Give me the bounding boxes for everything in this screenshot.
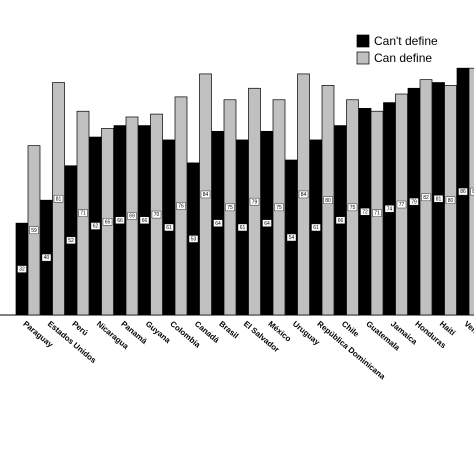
value-label-box <box>286 233 297 242</box>
value-label-box <box>66 236 76 245</box>
value-label-box <box>78 209 88 217</box>
value-label-box <box>311 223 321 232</box>
value-label-box <box>213 219 223 227</box>
value-label-box <box>115 216 125 224</box>
value-label: 40 <box>44 255 50 261</box>
value-label-box <box>470 187 474 196</box>
value-label: 64 <box>215 221 221 227</box>
value-label: 61 <box>313 225 319 231</box>
value-label: 86 <box>460 189 466 195</box>
value-label-box <box>225 203 235 212</box>
value-label: 66 <box>142 218 148 224</box>
value-label: 72 <box>362 209 368 215</box>
value-label-box <box>188 235 199 243</box>
value-label-box <box>458 187 468 196</box>
value-label-box <box>249 197 260 206</box>
x-tick-label: Chile <box>340 319 361 339</box>
value-label: 59 <box>31 228 37 234</box>
value-label-box <box>139 216 150 224</box>
value-label: 79 <box>252 199 258 205</box>
value-label: 79 <box>411 199 417 205</box>
value-label: 84 <box>301 192 307 198</box>
value-label: 75 <box>227 205 233 211</box>
value-label: 69 <box>129 214 135 220</box>
x-tick-label: Venezuela <box>462 319 474 351</box>
value-label: 77 <box>399 202 405 208</box>
legend-label: Can define <box>374 51 432 65</box>
value-label-box <box>127 212 137 220</box>
value-label: 81 <box>436 196 442 202</box>
value-label-box <box>360 207 370 216</box>
value-label-box <box>396 200 407 209</box>
value-label-box <box>237 223 248 232</box>
value-label: 80 <box>325 198 331 204</box>
value-label: 64 <box>264 221 270 227</box>
x-tick-label: Perú <box>70 319 89 337</box>
value-label-box <box>335 216 346 224</box>
value-label-box <box>384 205 395 213</box>
value-label: 75 <box>276 205 282 211</box>
value-label: 86 <box>472 189 474 195</box>
value-label-box <box>151 210 162 219</box>
value-label: 80 <box>448 198 454 204</box>
value-label-box <box>274 203 284 212</box>
value-label-box <box>53 195 64 203</box>
value-label: 66 <box>338 218 344 224</box>
value-label-box <box>323 196 333 204</box>
value-label: 62 <box>93 224 99 230</box>
value-label-box <box>176 202 186 210</box>
value-label: 71 <box>374 211 380 217</box>
value-label: 82 <box>423 195 429 201</box>
value-label-box <box>102 218 113 226</box>
x-tick-label: Guyana <box>144 319 173 345</box>
value-label-box <box>298 190 309 199</box>
value-label: 32 <box>19 267 25 273</box>
value-label: 61 <box>166 225 172 231</box>
value-label-box <box>262 219 272 227</box>
value-label: 65 <box>105 219 111 225</box>
value-label: 66 <box>117 218 123 224</box>
value-label-box <box>347 203 358 212</box>
value-label-box <box>29 226 39 235</box>
value-label: 81 <box>56 196 62 202</box>
value-label-box <box>372 209 382 217</box>
value-label-box <box>421 193 431 202</box>
value-label: 75 <box>350 205 356 211</box>
value-label-box <box>445 196 456 204</box>
x-tick-label: Haití <box>438 319 458 338</box>
value-label: 74 <box>387 206 393 212</box>
legend-label: Can't define <box>374 34 438 48</box>
value-label: 54 <box>289 235 295 241</box>
value-label-box <box>433 195 444 203</box>
value-label-box <box>200 190 211 199</box>
value-label: 53 <box>191 237 197 243</box>
legend-swatch <box>356 34 370 48</box>
value-label: 71 <box>80 211 86 217</box>
value-label-box <box>409 197 419 206</box>
value-label-box <box>164 223 174 232</box>
value-label: 84 <box>203 192 209 198</box>
value-label-box <box>90 222 101 230</box>
legend-swatch <box>356 51 370 65</box>
value-label: 76 <box>178 204 184 210</box>
value-label: 70 <box>154 212 160 218</box>
value-label: 61 <box>240 225 246 231</box>
value-label-box <box>17 265 27 273</box>
value-label-box <box>41 253 52 262</box>
value-label: 52 <box>68 238 74 244</box>
